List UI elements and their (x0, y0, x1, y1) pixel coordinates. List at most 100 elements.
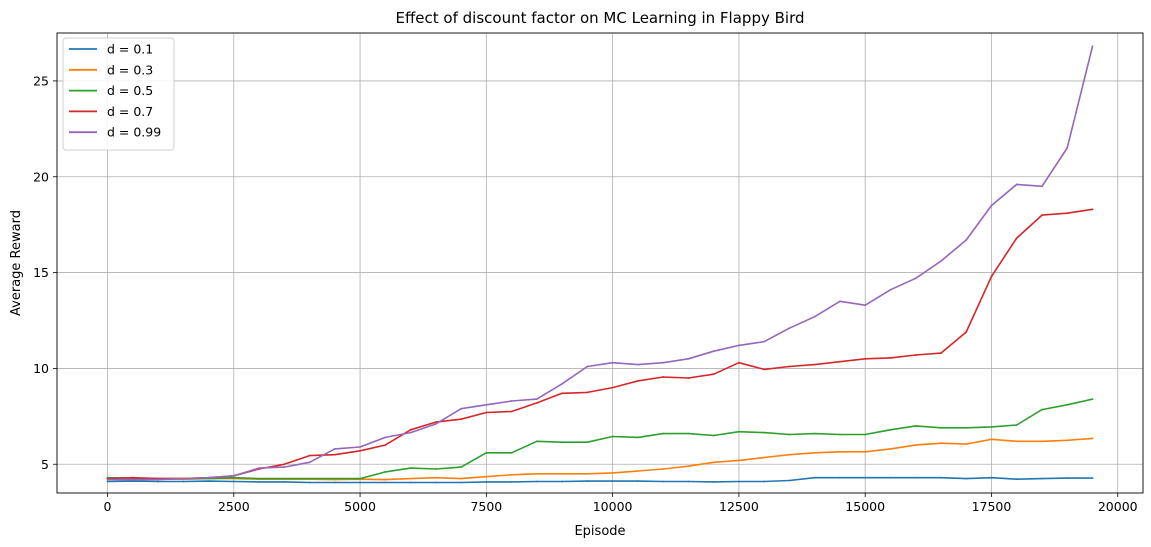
data-point (536, 398, 538, 400)
data-point (662, 361, 664, 364)
data-point (434, 421, 437, 423)
data-point (258, 477, 260, 480)
data-point (813, 432, 816, 435)
x-axis-label: Episode (574, 524, 625, 539)
data-point (637, 380, 639, 382)
chart-title: Effect of discount factor on MC Learning… (396, 9, 805, 27)
data-point (182, 477, 185, 480)
data-point (864, 304, 867, 307)
data-point (712, 373, 715, 376)
data-point (940, 442, 942, 445)
data-point (940, 426, 942, 429)
data-point (864, 450, 867, 453)
data-point (1041, 185, 1043, 188)
data-point (662, 480, 664, 483)
data-point (712, 481, 715, 483)
plot-frame (56, 32, 1144, 494)
data-point (485, 411, 488, 414)
y-tick-label: 5 (41, 457, 49, 472)
data-point (611, 361, 614, 364)
data-point (1015, 237, 1018, 240)
x-tick-label: 7500 (470, 499, 502, 514)
data-point (914, 476, 917, 479)
data-point (687, 465, 690, 468)
data-point (763, 340, 766, 343)
data-point (687, 377, 690, 379)
series-line-2 (107, 398, 1093, 480)
data-point (283, 481, 286, 483)
data-point (662, 468, 664, 470)
data-point (460, 466, 462, 468)
data-point (359, 477, 361, 480)
data-point (712, 461, 715, 464)
data-point (561, 480, 563, 483)
data-point (409, 467, 412, 469)
data-point (561, 441, 563, 444)
data-point (258, 481, 260, 483)
data-point (788, 479, 791, 482)
data-point (283, 463, 286, 466)
data-point (687, 480, 690, 483)
data-point (283, 466, 286, 468)
y-tick-label: 15 (33, 265, 49, 280)
data-point (712, 350, 715, 353)
data-point (586, 441, 589, 444)
data-point (1066, 477, 1069, 479)
data-point (485, 481, 488, 483)
data-point (409, 477, 412, 480)
data-point (914, 444, 917, 446)
data-point (1066, 212, 1069, 215)
data-point (1091, 477, 1094, 479)
x-axis-ticks: 0 2500 5000 7500 10000 12500 15000 17500 20000 (104, 493, 1138, 514)
y-tick-label: 10 (33, 361, 49, 376)
x-tick-label: 0 (104, 499, 112, 514)
data-point (990, 426, 993, 428)
data-point (308, 481, 311, 484)
data-point (965, 426, 968, 429)
data-point (1015, 424, 1018, 426)
data-point (611, 480, 614, 482)
data-point (813, 315, 816, 318)
data-point (536, 480, 538, 483)
data-point (333, 477, 336, 480)
data-point (738, 459, 740, 462)
data-point (561, 392, 563, 395)
series-line-0 (107, 476, 1093, 484)
data-point (637, 436, 639, 439)
data-point (813, 363, 816, 366)
legend: d = 0.1 d = 0.3 d = 0.5 d = 0.7 d = 0.99 (62, 37, 175, 151)
data-point (965, 443, 968, 445)
data-point (611, 435, 614, 438)
data-point (813, 476, 816, 479)
x-tick-label: 20000 (1098, 499, 1138, 514)
data-point (914, 425, 917, 427)
y-tick-label: 25 (33, 73, 49, 88)
data-point (990, 275, 993, 278)
data-point (232, 480, 235, 483)
data-point (990, 204, 993, 207)
data-point (536, 402, 538, 404)
data-point (359, 449, 361, 452)
data-point (763, 431, 766, 434)
data-point (611, 472, 614, 474)
x-tick-label: 5000 (344, 499, 376, 514)
data-point (1091, 437, 1094, 440)
data-point (258, 467, 260, 469)
data-point (738, 480, 740, 483)
data-point (839, 450, 841, 453)
data-point (510, 400, 513, 402)
data-point (1015, 183, 1018, 186)
y-tick-label: 20 (33, 169, 49, 184)
data-point (763, 368, 766, 371)
data-point (864, 357, 867, 360)
data-point (485, 451, 488, 454)
data-point (637, 480, 639, 482)
data-point (460, 407, 462, 410)
data-point (1041, 477, 1043, 480)
data-point (940, 476, 942, 479)
data-point (384, 444, 387, 446)
data-point (308, 454, 311, 457)
data-point (662, 376, 664, 378)
data-point (333, 448, 336, 450)
data-point (131, 476, 134, 479)
